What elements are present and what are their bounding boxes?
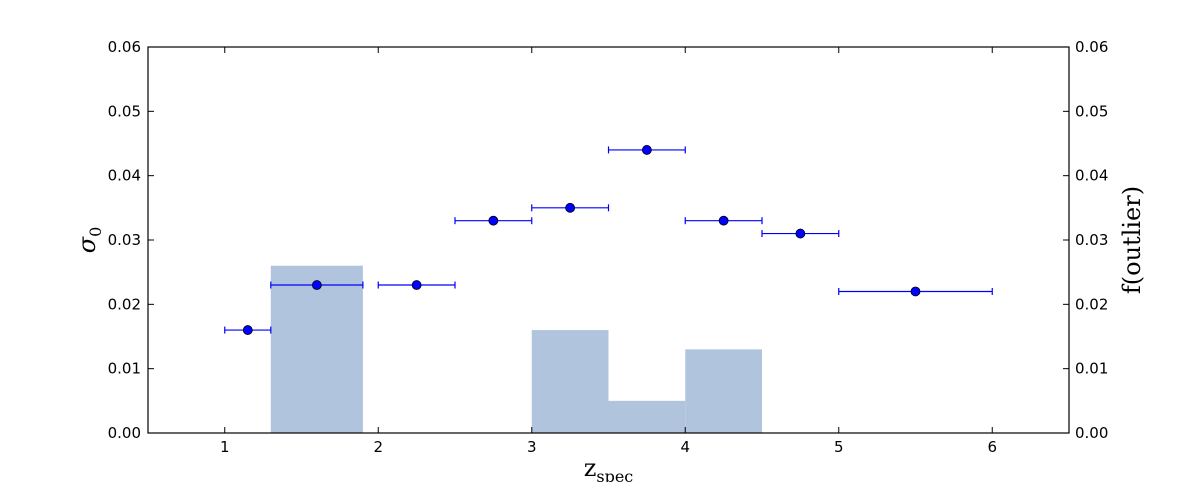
x-axis-label-main: z (584, 454, 597, 482)
histogram-bar-1 (531, 330, 609, 433)
axis-labels: zspec σ0 f(outlier) (73, 186, 1146, 482)
x-tick-label-3: 4 (680, 438, 690, 456)
data-point-0 (224, 325, 272, 335)
axis-ticks: 1 2 3 4 5 6 0.00 0.01 0.02 0.03 0.04 0.05 0.06 0.00 0.… (108, 38, 1109, 456)
point-marker-5 (641, 145, 652, 155)
point-marker-8 (910, 286, 921, 297)
y-axis-left-label: σ0 (73, 227, 105, 254)
data-points (224, 145, 993, 335)
y-tick-right-label-5: 0.05 (1075, 102, 1108, 120)
y-tick-left-label-4: 0.04 (108, 167, 141, 185)
y-tick-left-label-0: 0.00 (108, 424, 141, 442)
x-axis-label: zspec (584, 454, 634, 482)
x-tick-label-0: 1 (220, 438, 230, 456)
point-marker-7 (795, 228, 806, 239)
histogram-bar-2 (608, 400, 686, 433)
data-point-3 (454, 215, 533, 226)
point-marker-3 (488, 215, 499, 226)
data-point-8 (838, 286, 993, 297)
x-tick-label-5: 6 (987, 438, 997, 456)
data-point-4 (531, 202, 610, 213)
data-point-5 (607, 145, 686, 155)
x-axis-label-sub: spec (596, 467, 633, 482)
y-tick-right-label-3: 0.03 (1075, 231, 1108, 249)
histogram-bars (270, 265, 762, 433)
y-tick-left-label-3: 0.03 (108, 231, 141, 249)
y-tick-left-label-6: 0.06 (108, 38, 141, 56)
x-tick-label-4: 5 (834, 438, 844, 456)
x-tick-label-2: 3 (527, 438, 537, 456)
histogram-bar-3 (685, 349, 762, 433)
y-tick-left-label-2: 0.02 (108, 295, 141, 313)
y-tick-right-label-0: 0.00 (1075, 424, 1108, 442)
y-tick-left-label-5: 0.05 (108, 102, 141, 120)
y-tick-right-label-2: 0.02 (1075, 295, 1108, 313)
data-point-1 (270, 280, 364, 290)
data-point-7 (761, 228, 840, 239)
point-marker-1 (311, 280, 322, 290)
y-tick-left-label-1: 0.01 (108, 360, 141, 378)
y-tick-right-label-1: 0.01 (1075, 360, 1108, 378)
point-marker-0 (242, 325, 253, 335)
x-tick-label-1: 2 (373, 438, 383, 456)
data-point-6 (684, 215, 763, 226)
histogram-bar-0 (270, 265, 363, 433)
point-marker-6 (718, 215, 729, 226)
y-axis-right-label: f(outlier) (1118, 186, 1146, 294)
y-axis-left-label-main: σ (73, 236, 101, 253)
y-tick-right-label-6: 0.06 (1075, 38, 1108, 56)
y-tick-right-label-4: 0.04 (1075, 167, 1108, 185)
y-axis-left-label-sub: 0 (86, 227, 105, 237)
data-point-2 (377, 280, 456, 290)
point-marker-2 (411, 280, 422, 290)
point-marker-4 (565, 202, 576, 213)
